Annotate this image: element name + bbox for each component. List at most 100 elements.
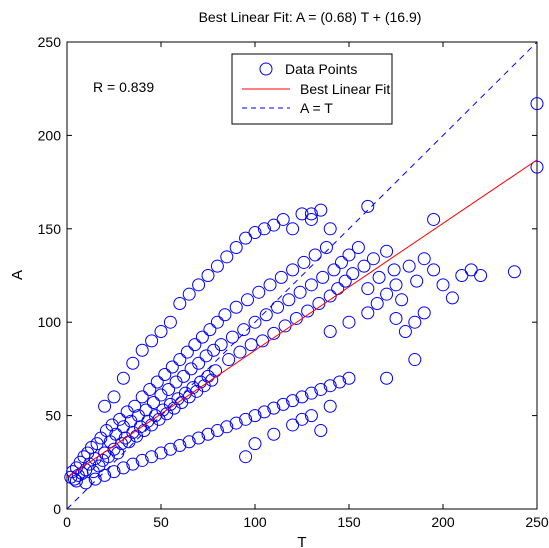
data-point xyxy=(107,465,121,479)
data-point xyxy=(225,330,239,344)
legend-marker-circle-icon xyxy=(259,62,273,76)
data-point xyxy=(135,343,149,357)
data-point xyxy=(163,442,177,456)
data-point xyxy=(319,240,333,254)
data-point xyxy=(229,416,243,430)
data-point xyxy=(135,390,149,404)
data-point xyxy=(282,293,296,307)
data-point xyxy=(295,390,309,404)
data-point xyxy=(188,338,202,352)
data-point xyxy=(240,293,254,307)
data-point xyxy=(79,476,93,490)
data-point xyxy=(286,222,300,236)
data-point xyxy=(248,226,262,240)
data-point xyxy=(530,97,544,111)
data-point xyxy=(361,282,375,296)
x-tick-label: 0 xyxy=(63,514,71,530)
data-point xyxy=(372,270,386,284)
y-tick-label: 100 xyxy=(38,314,62,330)
data-point xyxy=(257,222,271,236)
data-point xyxy=(427,263,441,277)
data-point xyxy=(327,263,341,277)
data-point xyxy=(205,373,219,387)
data-point xyxy=(389,278,403,292)
data-point xyxy=(474,269,488,282)
data-point xyxy=(410,274,424,288)
data-point xyxy=(143,382,157,396)
data-point xyxy=(126,457,140,471)
data-point xyxy=(88,452,102,466)
data-point xyxy=(192,278,206,292)
legend: Data Points Best Linear Fit A = T xyxy=(231,53,393,125)
data-point xyxy=(417,252,431,266)
data-point xyxy=(316,270,330,284)
legend-label-best-fit: Best Linear Fit xyxy=(300,81,390,97)
x-axis-label: T xyxy=(297,534,306,548)
data-point xyxy=(218,308,232,322)
x-tick-label: 150 xyxy=(337,514,361,530)
data-point xyxy=(271,300,285,314)
data-point xyxy=(286,263,300,277)
data-point xyxy=(98,446,112,460)
x-tick-label: 250 xyxy=(525,514,549,530)
data-point xyxy=(295,207,309,221)
data-point xyxy=(357,259,371,273)
data-point xyxy=(297,255,311,269)
data-point xyxy=(214,338,228,352)
data-point xyxy=(145,450,159,464)
data-point xyxy=(361,199,375,213)
data-point xyxy=(203,323,217,337)
data-point xyxy=(323,379,337,393)
data-point xyxy=(154,446,168,460)
data-point xyxy=(239,412,253,426)
data-point xyxy=(248,409,262,423)
best-fit-line xyxy=(66,159,538,478)
data-point xyxy=(308,248,322,262)
data-point xyxy=(380,371,394,385)
data-point xyxy=(274,270,288,284)
data-point xyxy=(248,315,262,329)
data-point xyxy=(380,287,394,301)
data-point xyxy=(259,308,273,322)
data-point xyxy=(192,356,206,370)
data-point xyxy=(408,315,422,329)
data-point xyxy=(229,300,243,314)
identity-line xyxy=(66,41,538,510)
data-point xyxy=(135,453,149,467)
data-point xyxy=(210,315,224,329)
data-point xyxy=(455,269,469,282)
data-point xyxy=(342,315,356,329)
data-point xyxy=(417,306,431,320)
data-point xyxy=(338,274,352,288)
data-point xyxy=(107,390,121,404)
data-point xyxy=(464,263,478,277)
data-point xyxy=(445,291,459,305)
data-point xyxy=(333,375,347,389)
data-point xyxy=(116,461,130,475)
data-point xyxy=(182,435,196,449)
data-point xyxy=(220,250,234,264)
data-point xyxy=(408,353,422,367)
data-point xyxy=(163,315,177,329)
data-point xyxy=(210,424,224,438)
data-point xyxy=(158,368,172,382)
data-point xyxy=(257,405,271,419)
data-point xyxy=(126,356,140,370)
data-point xyxy=(402,259,416,273)
data-point xyxy=(162,382,176,396)
data-point xyxy=(192,431,206,445)
x-tick-label: 200 xyxy=(431,514,455,530)
data-point xyxy=(286,394,300,408)
data-point xyxy=(304,212,318,226)
x-tick-label: 50 xyxy=(153,514,169,530)
data-point xyxy=(380,244,394,258)
lines-layer xyxy=(66,41,538,510)
y-tick-label: 150 xyxy=(38,221,62,237)
data-point xyxy=(222,353,236,367)
data-point xyxy=(387,263,401,277)
data-point xyxy=(237,323,251,337)
data-point xyxy=(210,259,224,273)
data-point xyxy=(239,231,253,245)
